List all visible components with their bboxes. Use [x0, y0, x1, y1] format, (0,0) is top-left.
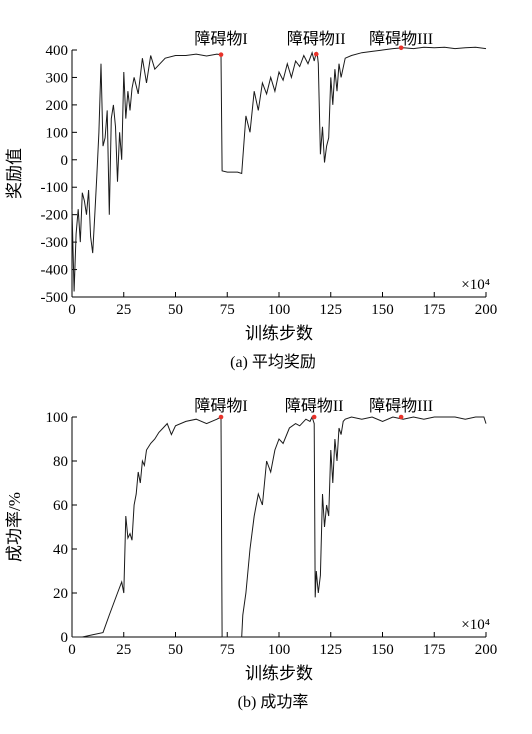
- annotation-marker: [218, 414, 224, 420]
- x-tick-label: 150: [371, 642, 394, 658]
- annotation-marker: [218, 52, 224, 57]
- annotation-label: 障碍物III: [369, 30, 433, 48]
- annotation-label: 障碍物II: [285, 397, 344, 415]
- y-axis-label: 奖励值: [5, 148, 24, 199]
- y-tick-label: 80: [53, 454, 68, 470]
- x-tick-label: 25: [116, 302, 131, 318]
- x-tick-label: 125: [320, 642, 343, 658]
- x-tick-label: 50: [168, 302, 183, 318]
- x-tick-label: 0: [68, 642, 76, 658]
- annotation-marker: [398, 45, 404, 51]
- y-tick-label: 60: [53, 498, 68, 514]
- y-tick-label: 300: [46, 70, 69, 86]
- x-tick-label: 100: [268, 302, 291, 318]
- y-tick-label: 0: [61, 630, 69, 646]
- annotation-label: 障碍物II: [287, 30, 346, 48]
- x-tick-label: 75: [220, 642, 235, 658]
- y-tick-label: 40: [53, 542, 68, 558]
- y-tick-label: 100: [46, 125, 69, 141]
- x-tick-label: 175: [423, 302, 446, 318]
- y-tick-label: -200: [41, 208, 69, 224]
- y-tick-label: -400: [41, 263, 69, 279]
- reward-chart: 0 25 50 75 100 125 150 175 200 -500 -400 -300 -200 -1…: [5, 30, 497, 371]
- series-line-0: [71, 46, 487, 292]
- x-tick-label: 25: [116, 642, 131, 658]
- y-tick-label: -300: [41, 235, 69, 251]
- annotation-marker: [311, 414, 317, 420]
- x-tick-label: 100: [268, 642, 291, 658]
- y-tick-label: -100: [41, 180, 69, 196]
- y-tick-label: 0: [61, 153, 69, 169]
- x-tick-label: 125: [320, 302, 343, 318]
- y-tick-label: -500: [41, 290, 69, 306]
- x-multiplier-label: ×10⁴: [461, 277, 490, 293]
- annotation-label: 障碍物I: [194, 397, 247, 415]
- y-tick-label: 20: [53, 586, 68, 602]
- annotation-marker: [313, 51, 319, 57]
- x-tick-label: 0: [68, 302, 76, 318]
- series-line-0: [72, 415, 487, 638]
- y-tick-label: 200: [46, 98, 69, 114]
- x-axis-label: 训练步数: [245, 664, 313, 683]
- x-axis-label: 训练步数: [245, 324, 313, 343]
- y-tick-label: 100: [46, 410, 69, 426]
- annotation-label: 障碍物I: [194, 30, 247, 48]
- y-axis-label: 成功率/%: [5, 492, 24, 562]
- annotation-label: 障碍物III: [369, 397, 433, 415]
- x-tick-label: 50: [168, 642, 183, 658]
- x-tick-label: 175: [423, 642, 446, 658]
- x-multiplier-label: ×10⁴: [461, 617, 490, 633]
- chart-caption: (a) 平均奖励: [230, 353, 316, 371]
- success-rate-chart: 0 25 50 75 100 125 150 175 200 0 20 40 60 80 100 ×10⁴ 障碍…: [5, 397, 497, 711]
- x-tick-label: 200: [475, 642, 498, 658]
- x-tick-label: 200: [475, 302, 498, 318]
- annotation-marker: [398, 414, 404, 420]
- x-tick-label: 150: [371, 302, 394, 318]
- x-tick-label: 75: [220, 302, 235, 318]
- chart-caption: (b) 成功率: [238, 693, 309, 711]
- y-tick-label: 400: [46, 43, 69, 59]
